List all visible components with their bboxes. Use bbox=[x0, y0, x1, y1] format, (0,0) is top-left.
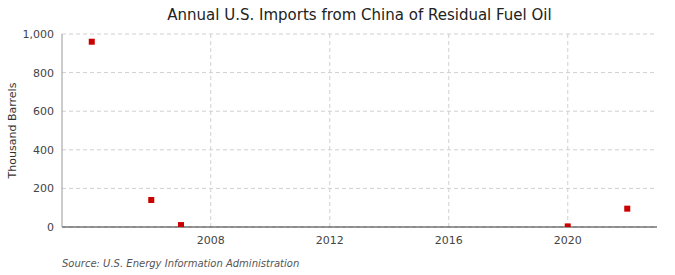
y-axis-line bbox=[62, 34, 63, 227]
chart-container: Annual U.S. Imports from China of Residu… bbox=[0, 0, 675, 275]
y-tick-label: 800 bbox=[33, 67, 54, 80]
source-note: Source: U.S. Energy Information Administ… bbox=[62, 258, 299, 269]
x-tick-label: 2020 bbox=[554, 234, 582, 247]
x-grid-line bbox=[448, 34, 449, 227]
point bbox=[148, 197, 154, 203]
x-grid-line bbox=[329, 34, 330, 227]
y-tick-label: 400 bbox=[33, 144, 54, 157]
point bbox=[178, 222, 184, 227]
grid bbox=[62, 34, 657, 227]
y-tick-label: 600 bbox=[33, 105, 54, 118]
point bbox=[624, 206, 630, 212]
x-tick-label: 2016 bbox=[435, 234, 463, 247]
y-axis-label: Thousand Barrels bbox=[6, 82, 19, 179]
x-grid-line bbox=[210, 34, 211, 227]
title: Annual U.S. Imports from China of Residu… bbox=[167, 6, 551, 24]
y-tick-label: 0 bbox=[47, 221, 54, 234]
point bbox=[565, 223, 571, 227]
x-tick-label: 2012 bbox=[316, 234, 344, 247]
points bbox=[89, 39, 631, 227]
y-tick-label: 200 bbox=[33, 182, 54, 195]
chart-svg: Annual U.S. Imports from China of Residu… bbox=[0, 0, 675, 275]
y-tick-label: 1,000 bbox=[23, 28, 55, 41]
point bbox=[89, 39, 95, 45]
x-grid-line bbox=[567, 34, 568, 227]
x-tick-label: 2008 bbox=[197, 234, 225, 247]
